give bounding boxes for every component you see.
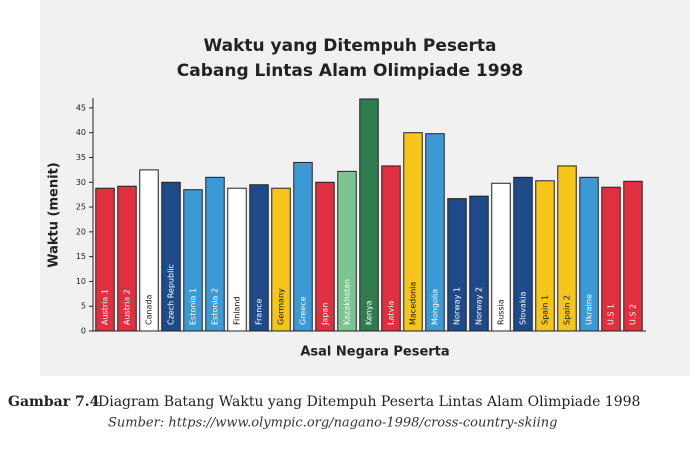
bar (359, 98, 379, 332)
category-label: Mongolia (431, 289, 440, 325)
bar (293, 161, 313, 332)
y-tick-label: 5 (81, 302, 86, 311)
bar (315, 181, 335, 332)
y-axis-label: Waktu (menit) (47, 162, 62, 267)
bar (249, 184, 269, 332)
category-label: Canada (145, 294, 154, 325)
bar (447, 198, 467, 332)
y-tick-label: 20 (76, 227, 86, 236)
bar (601, 186, 621, 332)
y-tick-label: 30 (76, 178, 86, 187)
bar (183, 189, 203, 332)
y-tick-label: 40 (76, 128, 86, 137)
category-label: U.S 1 (607, 304, 616, 325)
category-label: Austria 2 (123, 289, 132, 325)
bar (117, 185, 137, 332)
y-tick-label: 35 (76, 153, 86, 162)
bar (513, 176, 533, 332)
category-label: Slovakia (519, 291, 528, 325)
bar (425, 133, 445, 332)
bar (381, 165, 401, 332)
y-tick-label: 15 (76, 252, 86, 261)
y-tick-label: 10 (76, 277, 86, 286)
category-label: Greece (299, 296, 308, 325)
category-label: Norway 1 (453, 287, 462, 325)
category-label: Kenya (365, 300, 374, 325)
category-label: U.S 2 (629, 304, 638, 325)
bar (161, 181, 181, 332)
y-tick-label: 45 (76, 103, 86, 112)
category-label: Estonia 1 (189, 288, 198, 325)
category-label: Germany (277, 288, 286, 325)
caption: Diagram Batang Waktu yang Ditempuh Peser… (98, 394, 640, 410)
category-label: Spain 2 (563, 295, 572, 325)
bar (491, 182, 511, 332)
category-label: Czech Republic (167, 264, 176, 325)
bar (469, 195, 489, 332)
bar (227, 187, 247, 332)
caption-label: Gambar 7.4 (8, 394, 100, 410)
bar (579, 176, 599, 332)
category-label: Finland (233, 296, 242, 325)
chart-title: Waktu yang Ditempuh Peserta (203, 36, 496, 56)
bar (271, 187, 291, 332)
x-axis-label: Asal Negara Peserta (300, 345, 449, 360)
category-label: Russia (497, 299, 506, 325)
category-label: Latvia (387, 301, 396, 325)
category-label: Japan (321, 303, 330, 326)
y-tick-label: 0 (81, 327, 86, 336)
y-tick-label: 25 (76, 203, 86, 212)
bar (337, 170, 357, 332)
bar (623, 180, 643, 332)
bar (95, 187, 115, 332)
category-label: France (255, 298, 264, 325)
category-label: Norway 2 (475, 287, 484, 325)
bar (139, 169, 159, 332)
category-label: Austria 1 (101, 289, 110, 325)
caption-source: Sumber: https://www.olympic.org/nagano-1… (108, 416, 557, 431)
chart-title: Cabang Lintas Alam Olimpiade 1998 (177, 61, 523, 81)
bar (557, 165, 577, 332)
category-label: Estonia 2 (211, 288, 220, 325)
category-label: Ukraine (585, 294, 594, 325)
bar (535, 180, 555, 332)
category-label: Spain 1 (541, 295, 550, 325)
category-label: Kazakhstan (343, 279, 352, 325)
bar (205, 176, 225, 332)
bar (403, 132, 423, 332)
category-label: Macedonia (409, 282, 418, 325)
